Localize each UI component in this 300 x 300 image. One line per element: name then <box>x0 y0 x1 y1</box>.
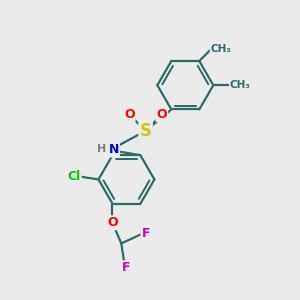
Text: O: O <box>157 108 167 121</box>
Text: Cl: Cl <box>68 170 81 183</box>
Text: H: H <box>98 143 106 154</box>
Text: N: N <box>109 143 119 157</box>
Text: O: O <box>124 108 135 121</box>
Text: O: O <box>107 216 118 229</box>
Text: F: F <box>122 261 130 274</box>
Text: F: F <box>142 226 150 240</box>
Text: CH₃: CH₃ <box>230 80 251 90</box>
Text: S: S <box>140 122 152 140</box>
Text: CH₃: CH₃ <box>211 44 232 54</box>
